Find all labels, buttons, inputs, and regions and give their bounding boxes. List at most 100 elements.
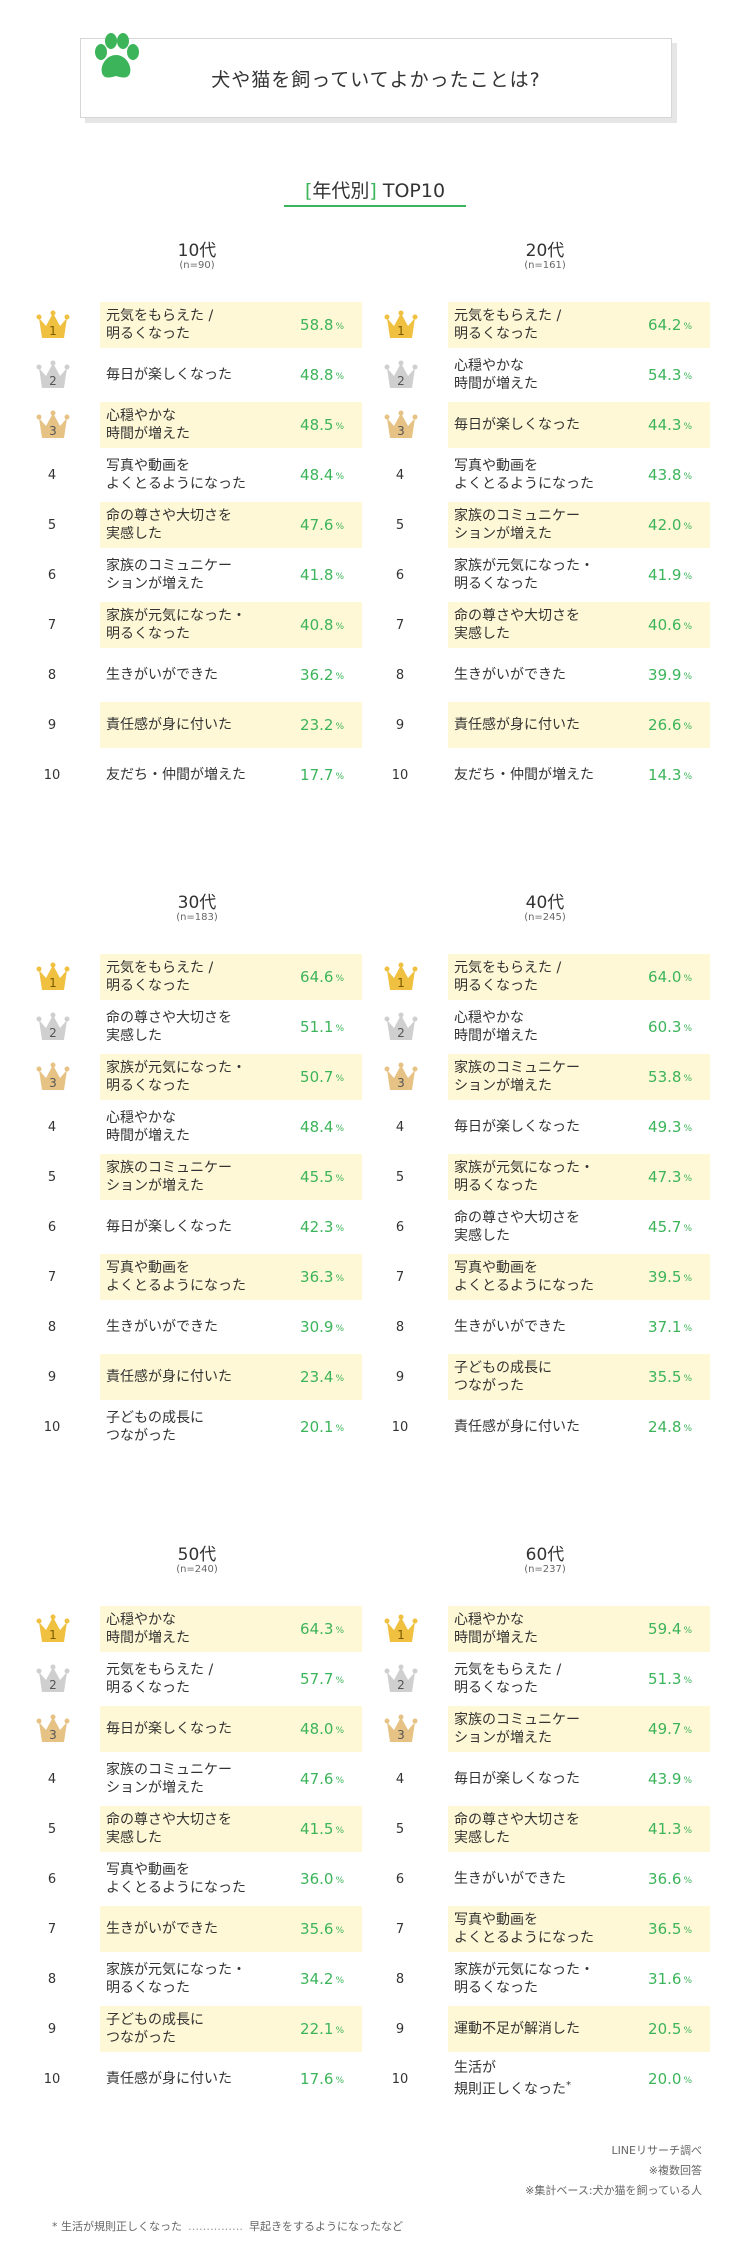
- row-value: 45.7%: [648, 1204, 692, 1250]
- ranking-row: 4 家族のコミュニケー ションが増えた 47.6%: [32, 1756, 362, 1802]
- row-highlight: [100, 1606, 362, 1652]
- row-label-line: 生きがいができた: [106, 1319, 218, 1335]
- row-label: 責任感が身に付いた: [454, 702, 638, 748]
- row-label-line: 時間が増えた: [106, 426, 190, 442]
- bronze-crown-icon: 3: [36, 1714, 70, 1742]
- row-label-line: 家族のコミュニケー: [454, 508, 580, 524]
- rank-number: 10: [43, 1419, 61, 1435]
- value-number: 36.2: [300, 666, 334, 684]
- row-label-line: 心穏やかな: [106, 1612, 176, 1628]
- row-highlight: [448, 954, 710, 1000]
- rank-number: 2: [49, 1678, 57, 1692]
- value-number: 45.7: [648, 1218, 682, 1236]
- value-number: 41.8: [300, 566, 334, 584]
- row-label-line: 写真や動画を: [454, 1912, 538, 1928]
- ranking-row: 2 元気をもらえた / 明るくなった 57.7%: [32, 1656, 362, 1702]
- value-number: 23.4: [300, 1368, 334, 1386]
- ranking-row: 7 写真や動画を よくとるようになった 36.3%: [32, 1254, 362, 1300]
- row-label: 生きがいができた: [454, 1856, 638, 1902]
- row-value: 54.3%: [648, 352, 692, 398]
- ranking-row: 1 心穏やかな 時間が増えた 59.4%: [380, 1606, 710, 1652]
- row-value: 37.1%: [648, 1304, 692, 1350]
- rank-number: 2: [49, 1026, 57, 1040]
- percent-unit: %: [683, 1423, 692, 1434]
- value-number: 40.8: [300, 616, 334, 634]
- rank-number: 1: [49, 976, 57, 990]
- row-value: 47.3%: [648, 1154, 692, 1200]
- silver-crown-icon: 2: [36, 360, 70, 388]
- row-label: 生活が 規則正しくなった*: [454, 2056, 638, 2102]
- row-label-line: 毎日が楽しくなった: [106, 1721, 232, 1737]
- value-number: 41.9: [648, 566, 682, 584]
- row-label-line: 心穏やかな: [454, 1010, 524, 1026]
- row-label: 家族のコミュニケー ションが増えた: [106, 552, 290, 598]
- row-label-line: ションが増えた: [454, 526, 552, 542]
- row-label-line: 命の尊さや大切さを: [454, 1210, 580, 1226]
- value-number: 59.4: [648, 1620, 682, 1638]
- value-number: 64.6: [300, 968, 334, 986]
- silver-crown-icon: 2: [384, 360, 418, 388]
- row-highlight: [100, 1354, 362, 1400]
- percent-unit: %: [335, 1775, 344, 1786]
- gold-crown-icon: 1: [36, 1614, 70, 1642]
- ranking-row: 5 家族のコミュニケー ションが増えた 42.0%: [380, 502, 710, 548]
- percent-unit: %: [335, 973, 344, 984]
- row-label: 心穏やかな 時間が増えた: [106, 1104, 290, 1150]
- row-label-line: 実感した: [454, 1228, 510, 1244]
- rank-number: 2: [397, 374, 405, 388]
- asterisk-mark: *: [566, 2080, 571, 2092]
- rank-number: 8: [47, 1971, 57, 1987]
- rank-number: 9: [395, 2021, 405, 2037]
- row-value: 39.9%: [648, 652, 692, 698]
- subtitle-bracket-open: [: [304, 180, 313, 202]
- row-label-line: 元気をもらえた /: [106, 960, 214, 976]
- percent-unit: %: [335, 1023, 344, 1034]
- value-number: 64.0: [648, 968, 682, 986]
- percent-unit: %: [335, 471, 344, 482]
- rank-number: 2: [397, 1026, 405, 1040]
- ranking-row: 9 運動不足が解消した 20.5%: [380, 2006, 710, 2052]
- percent-unit: %: [335, 671, 344, 682]
- gold-crown-icon: 1: [384, 310, 418, 338]
- ranking-row: 2 毎日が楽しくなった 48.8%: [32, 352, 362, 398]
- row-label: 子どもの成長に つながった: [106, 2006, 290, 2052]
- row-highlight: [448, 1154, 710, 1200]
- row-value: 51.1%: [300, 1004, 344, 1050]
- rank-number: 3: [397, 1076, 405, 1090]
- rank-number: 9: [395, 717, 405, 733]
- percent-unit: %: [683, 1373, 692, 1384]
- rank-number: 8: [395, 667, 405, 683]
- value-number: 47.6: [300, 516, 334, 534]
- row-label-line: 時間が増えた: [454, 1028, 538, 1044]
- row-highlight: [100, 702, 362, 748]
- ranking-row: 4 毎日が楽しくなった 43.9%: [380, 1756, 710, 1802]
- row-label-line: 家族が元気になった・: [106, 1060, 246, 1076]
- ranking-row: 10 友だち・仲間が増えた 14.3%: [380, 752, 710, 798]
- row-value: 26.6%: [648, 702, 692, 748]
- percent-unit: %: [335, 1625, 344, 1636]
- row-value: 20.5%: [648, 2006, 692, 2052]
- row-label-line: 生きがいができた: [454, 667, 566, 683]
- row-label-line: ションが増えた: [106, 1780, 204, 1796]
- row-value: 24.8%: [648, 1404, 692, 1450]
- percent-unit: %: [335, 771, 344, 782]
- ranking-row: 5 家族が元気になった・ 明るくなった 47.3%: [380, 1154, 710, 1200]
- rank-number: 10: [43, 767, 61, 783]
- row-highlight: [448, 2006, 710, 2052]
- rank-number: 2: [49, 374, 57, 388]
- row-label-line: 明るくなった: [454, 978, 538, 994]
- row-value: 48.8%: [300, 352, 344, 398]
- row-highlight: [100, 602, 362, 648]
- row-value: 42.0%: [648, 502, 692, 548]
- row-value: 36.3%: [300, 1254, 344, 1300]
- row-value: 17.6%: [300, 2056, 344, 2102]
- value-number: 39.5: [648, 1268, 682, 1286]
- ranking-row: 3 家族のコミュニケー ションが増えた 49.7%: [380, 1706, 710, 1752]
- row-label: 毎日が楽しくなった: [454, 402, 638, 448]
- row-label: 心穏やかな時間が増えた: [454, 1004, 638, 1050]
- percent-unit: %: [683, 621, 692, 632]
- row-label-line: 写真や動画を: [454, 458, 538, 474]
- percent-unit: %: [683, 973, 692, 984]
- row-value: 23.2%: [300, 702, 344, 748]
- row-label: 元気をもらえた / 明るくなった: [106, 302, 290, 348]
